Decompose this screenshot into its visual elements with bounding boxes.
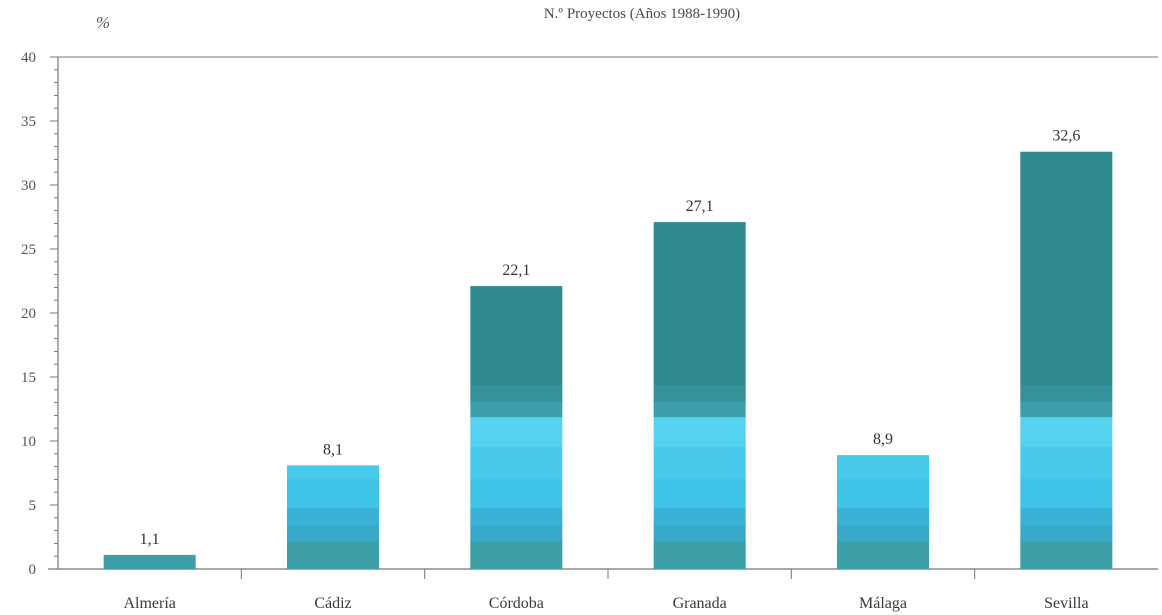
bar-segment bbox=[653, 384, 746, 402]
y-tick-label: 40 bbox=[21, 50, 36, 66]
x-tick-label: Almería bbox=[123, 595, 175, 612]
y-tick-label: 25 bbox=[21, 242, 36, 258]
y-tick-label: 20 bbox=[21, 306, 36, 322]
y-tick-label: 30 bbox=[21, 178, 36, 194]
bar-segment bbox=[1020, 151, 1113, 386]
bar-segment bbox=[653, 525, 746, 542]
y-tick-label: 15 bbox=[21, 370, 36, 386]
bar-segment bbox=[837, 540, 929, 570]
y-tick-label: 10 bbox=[21, 434, 36, 450]
data-label: 27,1 bbox=[686, 198, 714, 215]
x-tick-label: Sevilla bbox=[1044, 595, 1088, 612]
bar-segment bbox=[470, 525, 563, 542]
bar-segment bbox=[1020, 384, 1113, 402]
chart-title: N.º Proyectos (Años 1988-1990) bbox=[544, 6, 740, 22]
bar-segment bbox=[287, 465, 379, 479]
x-tick-label: Cádiz bbox=[314, 595, 351, 612]
bar-segment bbox=[1020, 416, 1113, 447]
y-tick-label: 5 bbox=[29, 498, 37, 514]
bar-segment bbox=[1020, 525, 1113, 542]
bar-segment bbox=[470, 446, 563, 479]
bar-segment bbox=[653, 478, 746, 508]
bar-segment bbox=[1020, 478, 1113, 508]
bar-segment bbox=[1020, 507, 1113, 526]
y-tick-label: 35 bbox=[21, 114, 36, 130]
data-label: 1,1 bbox=[140, 531, 160, 548]
data-label: 8,9 bbox=[873, 431, 893, 448]
bar-sevilla bbox=[1020, 151, 1113, 570]
data-labels: 1,1 8,1 22,1 27,1 8,9 32,6 bbox=[140, 128, 1081, 548]
bar-cádiz bbox=[287, 465, 379, 570]
x-tick-label: Córdoba bbox=[489, 595, 544, 612]
bar-segment bbox=[287, 525, 379, 542]
bar-almería bbox=[103, 554, 196, 569]
bar-segment bbox=[1020, 446, 1113, 479]
bar-segment bbox=[653, 540, 746, 570]
bar-segment bbox=[653, 507, 746, 526]
bar-segment bbox=[653, 416, 746, 447]
bar-segment bbox=[470, 540, 563, 570]
bar-segment bbox=[103, 554, 196, 569]
axes: 0 5 10 15 20 25 30 35 40 Almería Cádiz Córdoba Grana… bbox=[21, 50, 1158, 612]
bar-segment bbox=[837, 455, 929, 479]
bar-málaga bbox=[837, 455, 929, 570]
x-tick-label: Granada bbox=[673, 595, 727, 612]
bar-segment bbox=[470, 286, 563, 386]
data-label: 8,1 bbox=[323, 441, 343, 458]
bar-segment bbox=[653, 401, 746, 418]
bar-segment bbox=[1020, 401, 1113, 418]
y-tick-label: 0 bbox=[29, 562, 37, 578]
bar-segment bbox=[653, 222, 746, 386]
bar-segment bbox=[470, 478, 563, 508]
bar-segment bbox=[470, 401, 563, 418]
bar-segment bbox=[837, 525, 929, 542]
bar-segment bbox=[287, 478, 379, 508]
bar-segment bbox=[837, 478, 929, 508]
data-label: 22,1 bbox=[502, 262, 530, 279]
bar-segment bbox=[470, 416, 563, 447]
bar-granada bbox=[653, 222, 746, 570]
bar-segment bbox=[837, 507, 929, 526]
bar-segment bbox=[287, 507, 379, 526]
y-unit-label: % bbox=[96, 13, 110, 32]
bars bbox=[103, 151, 1113, 570]
bar-segment bbox=[653, 446, 746, 479]
bar-córdoba bbox=[470, 286, 563, 570]
x-tick-label: Málaga bbox=[859, 595, 907, 612]
data-label: 32,6 bbox=[1052, 128, 1080, 145]
bar-segment bbox=[1020, 540, 1113, 570]
bar-segment bbox=[470, 507, 563, 526]
bar-segment bbox=[287, 540, 379, 570]
bar-segment bbox=[470, 384, 563, 402]
